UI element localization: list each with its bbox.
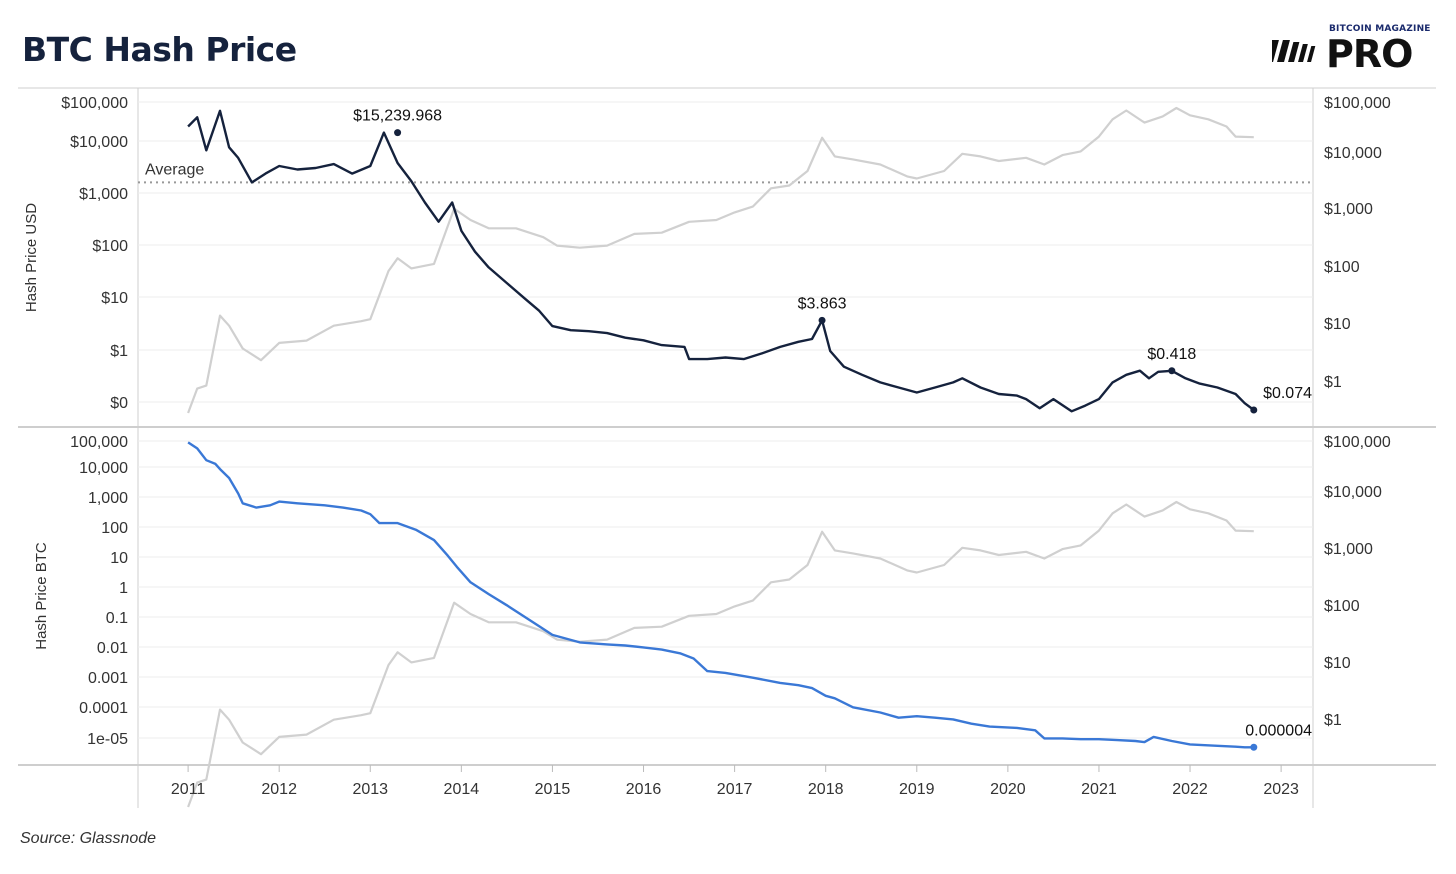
- left-tick-label: 1,000: [88, 490, 128, 507]
- x-tick-label: 2018: [808, 781, 844, 798]
- right-tick-label: $1,000: [1324, 541, 1373, 558]
- right-tick-label: $1: [1324, 712, 1342, 729]
- annotation-label: $0.074: [1263, 385, 1312, 402]
- left-tick-label: 10: [110, 550, 128, 567]
- left-tick-label: $0: [110, 395, 128, 412]
- annotation-point: [394, 129, 402, 137]
- left-tick-label: 100,000: [70, 434, 128, 451]
- left-tick-label: 10,000: [79, 460, 128, 477]
- hash_price_usd-line: [187, 109, 1255, 413]
- logo-small-text: BITCOIN MAGAZINE: [1329, 24, 1431, 34]
- right-tick-label: $100: [1324, 598, 1360, 615]
- left-tick-label: 0.1: [106, 610, 128, 627]
- annotation-point: [1168, 367, 1176, 375]
- left-tick-label: $100,000: [61, 95, 128, 112]
- annotation-point: [818, 316, 826, 324]
- bitcoin-magazine-pro-logo: BITCOIN MAGAZINE PRO: [1272, 24, 1442, 76]
- left-tick-label: $10,000: [70, 134, 128, 151]
- x-tick-label: 2023: [1263, 781, 1299, 798]
- left-tick-label: $10: [101, 290, 128, 307]
- right-tick-label: $100,000: [1324, 434, 1391, 451]
- right-tick-label: $100,000: [1324, 95, 1391, 112]
- right-tick-label: $10,000: [1324, 145, 1382, 162]
- annotation-point: [1250, 743, 1258, 751]
- x-tick-label: 2019: [899, 781, 935, 798]
- y-axis-title: Hash Price USD: [23, 203, 40, 312]
- y-axis-title: Hash Price BTC: [33, 542, 50, 650]
- left-tick-label: 100: [101, 520, 128, 537]
- annotation-label: $0.418: [1147, 346, 1196, 363]
- right-tick-label: $1,000: [1324, 201, 1373, 218]
- x-tick-label: 2017: [717, 781, 753, 798]
- left-tick-label: $1,000: [79, 186, 128, 203]
- x-tick-label: 2012: [261, 781, 297, 798]
- left-tick-label: 0.0001: [79, 700, 128, 717]
- logo-bars-icon: [1272, 40, 1316, 62]
- left-tick-label: 0.001: [88, 670, 128, 687]
- source-note: Source: Glassnode: [20, 830, 157, 847]
- right-tick-label: $10,000: [1324, 484, 1382, 501]
- annotation-point: [1250, 406, 1258, 414]
- left-tick-label: 1: [119, 580, 128, 597]
- hash_price_btc-line: [187, 441, 1254, 749]
- left-tick-label: $1: [110, 343, 128, 360]
- x-tick-label: 2022: [1172, 781, 1208, 798]
- x-tick-label: 2011: [171, 781, 206, 798]
- right-tick-label: $100: [1324, 259, 1360, 276]
- left-tick-label: 0.01: [97, 640, 128, 657]
- x-tick-label: 2021: [1081, 781, 1117, 798]
- right-tick-label: $10: [1324, 316, 1351, 333]
- average-label: Average: [145, 161, 204, 178]
- right-tick-label: $1: [1324, 374, 1342, 391]
- btc-price-line: [187, 500, 1254, 808]
- left-tick-label: 1e-05: [87, 731, 128, 748]
- right-tick-label: $10: [1324, 655, 1351, 672]
- annotation-label: $3.863: [798, 295, 847, 312]
- x-tick-label: 2014: [444, 781, 480, 798]
- annotation-label: $15,239.968: [353, 108, 442, 125]
- btc-price-line: [187, 106, 1254, 414]
- x-tick-label: 2020: [990, 781, 1026, 798]
- left-tick-label: $100: [92, 238, 128, 255]
- x-tick-label: 2015: [535, 781, 571, 798]
- logo-big-text: PRO: [1326, 32, 1413, 76]
- chart-title: BTC Hash Price: [22, 30, 297, 69]
- annotation-label: 0.000004: [1245, 722, 1312, 739]
- x-tick-label: 2016: [626, 781, 662, 798]
- x-tick-label: 2013: [352, 781, 388, 798]
